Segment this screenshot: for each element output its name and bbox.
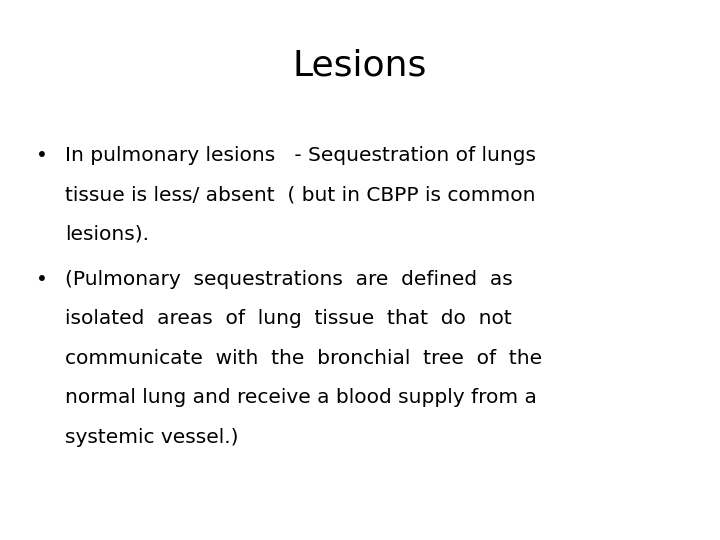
Text: lesions).: lesions). (65, 225, 149, 244)
Text: tissue is less/ absent  ( but in CBPP is common: tissue is less/ absent ( but in CBPP is … (65, 185, 535, 204)
Text: normal lung and receive a blood supply from a: normal lung and receive a blood supply f… (65, 388, 536, 407)
Text: In pulmonary lesions   - Sequestration of lungs: In pulmonary lesions - Sequestration of … (65, 146, 536, 165)
Text: isolated  areas  of  lung  tissue  that  do  not: isolated areas of lung tissue that do no… (65, 309, 511, 328)
Text: •: • (36, 270, 48, 289)
Text: (Pulmonary  sequestrations  are  defined  as: (Pulmonary sequestrations are defined as (65, 270, 513, 289)
Text: systemic vessel.): systemic vessel.) (65, 428, 238, 447)
Text: communicate  with  the  bronchial  tree  of  the: communicate with the bronchial tree of t… (65, 349, 542, 368)
Text: •: • (36, 146, 48, 165)
Text: Lesions: Lesions (293, 49, 427, 83)
